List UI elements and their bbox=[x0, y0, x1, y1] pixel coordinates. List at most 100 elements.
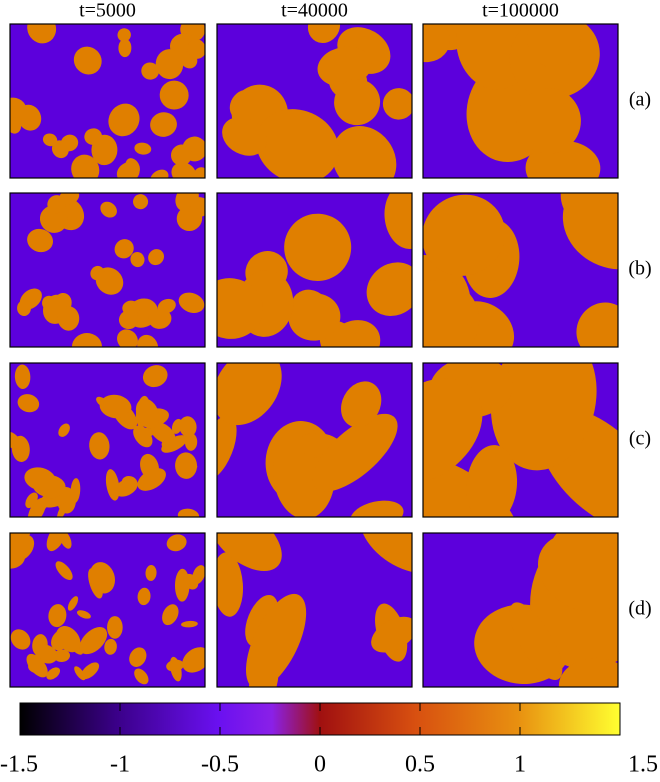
colorbar-ticks: -1.5 -1 -0.5 0 0.5 1 1.5 bbox=[0, 703, 658, 778]
domain bbox=[10, 534, 35, 561]
domain bbox=[76, 610, 91, 619]
domain bbox=[423, 455, 520, 517]
domain bbox=[288, 293, 341, 341]
domain bbox=[148, 308, 172, 329]
panel bbox=[10, 363, 205, 517]
domain bbox=[307, 24, 341, 43]
column-title: t=40000 bbox=[281, 0, 348, 22]
domain bbox=[73, 46, 102, 75]
domain bbox=[222, 116, 267, 156]
row-label: (c) bbox=[629, 428, 651, 450]
domain bbox=[137, 587, 151, 606]
domain bbox=[509, 602, 563, 681]
row-label: (d) bbox=[628, 598, 651, 620]
domain bbox=[17, 394, 40, 413]
domain bbox=[178, 292, 205, 313]
domain bbox=[157, 298, 176, 314]
domain bbox=[490, 363, 597, 471]
panel bbox=[217, 24, 412, 178]
domain bbox=[423, 378, 483, 484]
domain bbox=[133, 194, 149, 210]
domain bbox=[312, 413, 398, 492]
domain bbox=[137, 468, 166, 491]
domain bbox=[350, 500, 404, 517]
domain bbox=[10, 117, 22, 134]
domain bbox=[89, 562, 116, 594]
domain bbox=[179, 416, 197, 438]
domain bbox=[107, 616, 123, 639]
domain bbox=[180, 459, 198, 469]
panel bbox=[10, 24, 205, 178]
domain bbox=[217, 552, 244, 617]
domain bbox=[217, 278, 264, 339]
domain bbox=[558, 657, 618, 687]
domain bbox=[108, 103, 140, 137]
domain bbox=[359, 533, 412, 574]
domain bbox=[135, 398, 160, 429]
domain bbox=[166, 534, 187, 552]
domain bbox=[162, 604, 179, 626]
domain bbox=[187, 39, 205, 59]
panel-frame bbox=[9, 23, 206, 179]
panel-frame bbox=[9, 532, 206, 688]
domain bbox=[384, 193, 412, 249]
domain bbox=[177, 508, 200, 517]
domain bbox=[118, 310, 139, 330]
domain bbox=[84, 128, 103, 145]
domain bbox=[134, 668, 149, 685]
domain bbox=[576, 302, 618, 347]
domain bbox=[118, 38, 132, 58]
domain bbox=[117, 329, 138, 347]
domain bbox=[133, 425, 153, 448]
domain bbox=[171, 162, 196, 178]
domain bbox=[57, 306, 80, 331]
domain bbox=[192, 565, 205, 585]
domain bbox=[55, 561, 73, 581]
domain bbox=[182, 647, 205, 673]
domain bbox=[181, 620, 198, 628]
domain bbox=[527, 24, 581, 69]
domain bbox=[141, 62, 160, 80]
domain bbox=[525, 140, 601, 178]
domain bbox=[150, 112, 177, 137]
colorbar-tick-label: 0.5 bbox=[405, 752, 435, 778]
domain bbox=[24, 467, 56, 491]
row-label: (a) bbox=[629, 89, 651, 111]
colorbar-tick-label: 1 bbox=[514, 752, 526, 778]
domain bbox=[27, 497, 47, 517]
domain bbox=[148, 249, 165, 266]
domain bbox=[317, 46, 372, 87]
domain bbox=[10, 533, 28, 543]
panel bbox=[217, 533, 412, 687]
domain bbox=[423, 194, 506, 276]
domain bbox=[117, 28, 131, 42]
domain bbox=[538, 533, 618, 612]
domain bbox=[46, 667, 61, 680]
domain bbox=[51, 140, 69, 159]
domain bbox=[371, 616, 412, 653]
domain bbox=[114, 239, 134, 259]
panel-frame bbox=[422, 23, 619, 179]
domain bbox=[562, 193, 618, 270]
panel bbox=[217, 363, 412, 517]
domain bbox=[423, 279, 480, 347]
domain bbox=[341, 381, 382, 428]
domain bbox=[332, 126, 397, 178]
domain bbox=[145, 564, 157, 581]
colorbar-tick-label: -1.5 bbox=[0, 752, 38, 778]
domain bbox=[382, 88, 412, 120]
domain bbox=[53, 649, 71, 662]
domain bbox=[246, 593, 307, 687]
colorbar-tick-label: -0.5 bbox=[201, 752, 239, 778]
domain bbox=[26, 653, 48, 678]
panel-frame bbox=[216, 532, 413, 688]
domain bbox=[10, 431, 21, 449]
domain bbox=[39, 205, 68, 233]
domain bbox=[58, 423, 70, 437]
domain bbox=[142, 365, 168, 388]
panel-frame bbox=[216, 23, 413, 179]
domain bbox=[71, 154, 100, 178]
panel bbox=[423, 24, 618, 178]
domain bbox=[149, 421, 176, 444]
